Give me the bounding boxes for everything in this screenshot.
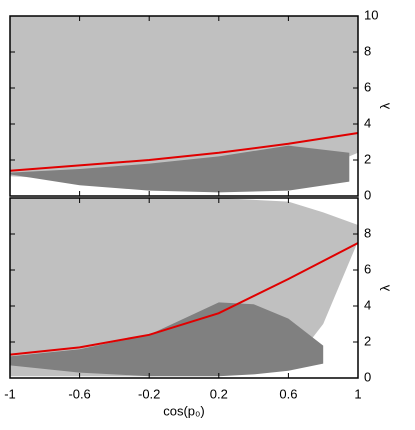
y-tick-label: 10 (364, 7, 378, 22)
region (10, 16, 358, 187)
x-axis-label: cos(p₀) (163, 403, 205, 418)
plot-frame (9, 15, 359, 197)
x-tick-label: -0.2 (138, 386, 160, 401)
region (10, 145, 350, 193)
y-tick-label: 4 (364, 297, 371, 312)
y-axis-label: λ (377, 284, 392, 291)
y-tick-label: 6 (364, 79, 371, 94)
x-tick-label: 0.6 (279, 386, 297, 401)
y-tick-label: 6 (364, 261, 371, 276)
y-axis-label: λ (377, 102, 392, 109)
curve (9, 242, 359, 356)
y-tick-label: 2 (364, 333, 371, 348)
plot-frame (9, 197, 359, 379)
y-tick-label: 2 (364, 151, 371, 166)
y-tick-label: 8 (364, 43, 371, 58)
x-tick-label: 0.2 (210, 386, 228, 401)
y-tick-label: 0 (364, 187, 371, 202)
region (10, 302, 324, 377)
y-tick-label: 0 (364, 369, 371, 384)
y-tick-label: 4 (364, 115, 371, 130)
x-tick-label: 1 (354, 386, 361, 401)
y-tick-label: 8 (364, 225, 371, 240)
curve (9, 132, 359, 172)
x-tick-label: -0.6 (68, 386, 90, 401)
x-tick-label: -1 (4, 386, 16, 401)
